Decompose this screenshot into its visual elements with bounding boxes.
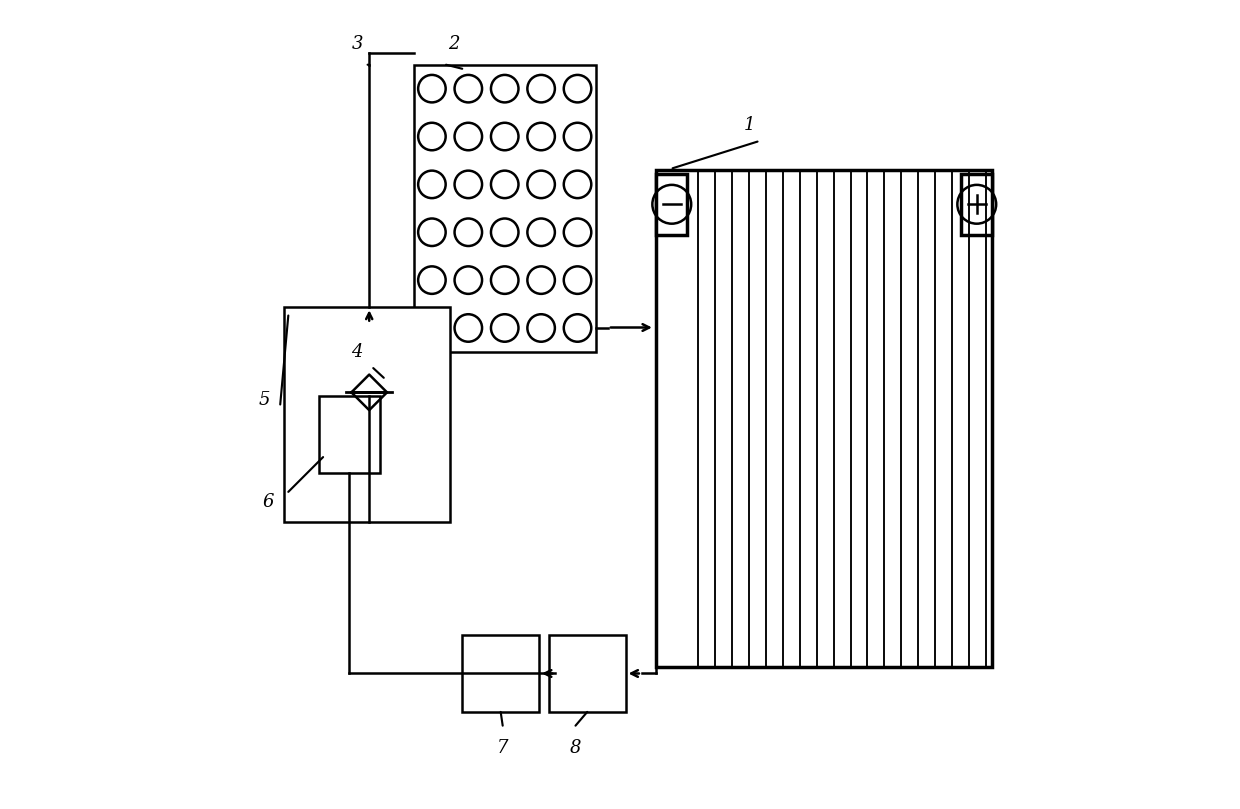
Text: 7: 7	[497, 739, 508, 757]
Bar	[656, 174, 687, 235]
Text: 8: 8	[569, 739, 582, 757]
Text: 3: 3	[351, 36, 363, 53]
Bar	[656, 170, 992, 667]
Bar	[284, 307, 450, 522]
Bar	[414, 65, 595, 352]
Bar	[961, 174, 992, 235]
Bar	[463, 635, 539, 712]
Bar	[319, 396, 379, 473]
Text: 2: 2	[449, 36, 460, 53]
Text: 6: 6	[263, 493, 274, 510]
Bar	[549, 635, 626, 712]
Text: 4: 4	[351, 343, 363, 361]
Text: 1: 1	[744, 116, 755, 134]
Text: 5: 5	[258, 392, 270, 409]
